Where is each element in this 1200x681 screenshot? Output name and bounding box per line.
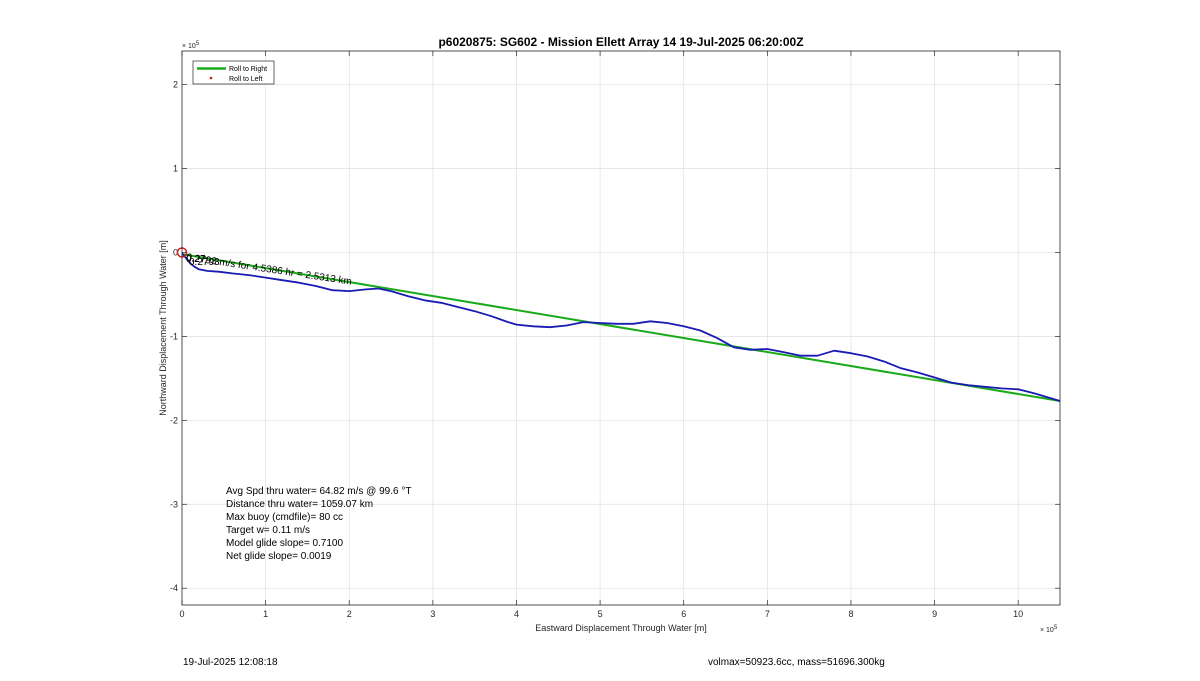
stat-avg-speed: Avg Spd thru water= 64.82 m/s @ 99.6 °T (226, 486, 411, 497)
grid (181, 51, 1060, 605)
y-tick-label: 1 (173, 164, 178, 174)
y-tick-label: -2 (170, 415, 178, 425)
legend-box (192, 60, 275, 85)
x-exponent-label: × 105 (1040, 625, 1058, 634)
stat-max-buoy: Max buoy (cmdfile)= 80 cc (226, 512, 343, 523)
x-tick-label: 10 (1013, 609, 1023, 619)
stat-distance: Distance thru water= 1059.07 km (226, 499, 373, 510)
y-tick-label: -4 (170, 583, 178, 593)
legend-swatch-roll-left (209, 76, 213, 80)
x-exponent-power: 5 (1054, 625, 1058, 631)
footer-timestamp: 19-Jul-2025 12:08:18 (183, 657, 278, 668)
x-tick-label: 6 (681, 609, 686, 619)
legend-label-roll-left: Roll to Left (229, 76, 263, 83)
plot-frame (181, 50, 1061, 606)
stat-target-w: Target w= 0.11 m/s (226, 525, 310, 536)
x-axis-label: Eastward Displacement Through Water [m] (535, 623, 707, 633)
legend: Roll to Right Roll to Left (192, 60, 275, 85)
y-tick-label: -1 (170, 331, 178, 341)
y-exponent-label: × 105 (182, 41, 200, 50)
legend-label-roll-right: Roll to Right (229, 66, 267, 73)
footer-volmax-mass: volmax=50923.6cc, mass=51696.300kg (708, 657, 885, 668)
y-tick-label: -3 (170, 499, 178, 509)
annotation-speed-b: 0.2793 (189, 257, 220, 268)
x-tick-label: 9 (932, 609, 937, 619)
series-line-track (181, 252, 1061, 402)
y-exponent-base: × 10 (182, 43, 196, 50)
x-tick-label: 7 (765, 609, 770, 619)
series-line-roll-right (181, 253, 1061, 402)
y-tick-label: 0 (173, 247, 178, 257)
y-tick-label: 2 (173, 80, 178, 90)
x-tick-label: 4 (514, 609, 519, 619)
x-tick-label: 3 (430, 609, 435, 619)
stat-net-glide: Net glide slope= 0.0019 (226, 551, 332, 562)
x-tick-label: 1 (263, 609, 268, 619)
x-tick-label: 0 (179, 609, 184, 619)
chart-title: p6020875: SG602 - Mission Ellett Array 1… (438, 35, 803, 49)
x-tick-label: 2 (347, 609, 352, 619)
x-tick-label: 8 (848, 609, 853, 619)
annotation-speed-a: 0.27 (186, 254, 206, 265)
y-exponent-power: 5 (196, 41, 200, 47)
x-tick-label: 5 (598, 609, 603, 619)
y-axis-label: Northward Displacement Through Water [m] (158, 240, 168, 416)
stats-block: Avg Spd thru water= 64.82 m/s @ 99.6 °T … (226, 486, 411, 562)
stat-model-glide: Model glide slope= 0.7100 (226, 538, 343, 549)
x-exponent-base: × 10 (1040, 627, 1054, 634)
